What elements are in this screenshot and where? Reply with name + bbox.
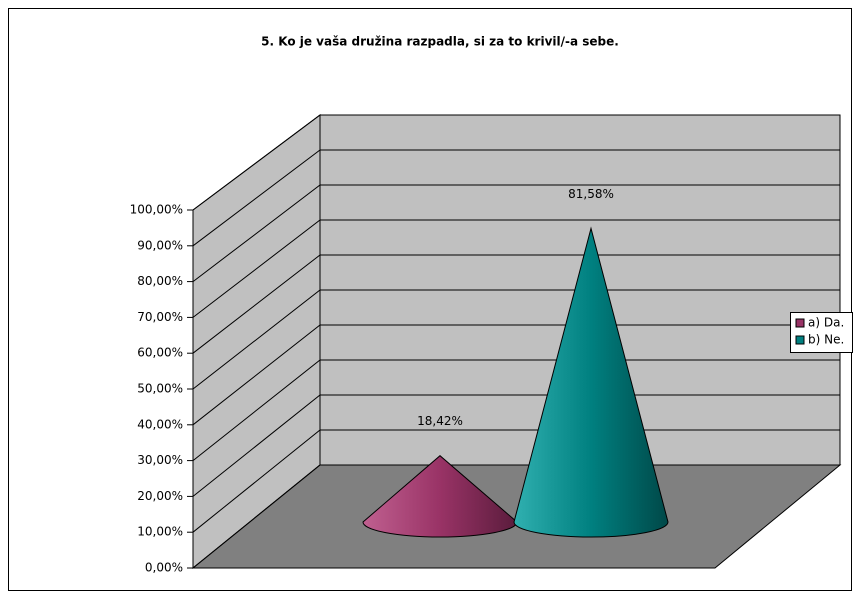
y-tick-label: 100,00% [130, 203, 183, 217]
grid-line [192, 219, 840, 318]
y-tick-label: 50,00% [137, 382, 183, 396]
legend-swatch [795, 318, 805, 328]
legend: a) Da. b) Ne. [790, 312, 853, 353]
grid-line [192, 324, 840, 426]
cone [513, 226, 669, 538]
legend-label: b) Ne. [808, 333, 844, 347]
y-tick-label: 80,00% [137, 274, 183, 288]
legend-swatch [795, 335, 805, 345]
grid-line [192, 429, 840, 533]
grid-line [192, 394, 840, 497]
y-tick-label: 0,00% [145, 561, 183, 575]
y-tick-label: 70,00% [137, 310, 183, 324]
cone [362, 455, 518, 538]
y-tick-label: 30,00% [137, 453, 183, 467]
grid-line [192, 464, 840, 569]
grid-line [192, 254, 840, 354]
chart-title: 5. Ko je vaša družina razpadla, si za to… [261, 35, 619, 49]
y-tick-label: 20,00% [137, 489, 183, 503]
legend-label: a) Da. [808, 316, 844, 330]
grid: 0,00% 10,00% 20,00% 30,00% 40,00% 50,00% 60,00… [130, 114, 840, 575]
data-label: 81,58% [568, 187, 614, 201]
data-label: 18,42% [417, 414, 463, 428]
grid-line [192, 184, 840, 282]
plot: 18,42% 81,58% [362, 187, 669, 538]
grid-line [192, 114, 840, 211]
grid-line [192, 289, 840, 390]
y-tick-label: 40,00% [137, 417, 183, 431]
grid-line [192, 359, 840, 461]
grid-line [192, 149, 840, 247]
y-tick-label: 60,00% [137, 346, 183, 360]
y-tick-label: 90,00% [137, 238, 183, 252]
y-tick-label: 10,00% [137, 525, 183, 539]
